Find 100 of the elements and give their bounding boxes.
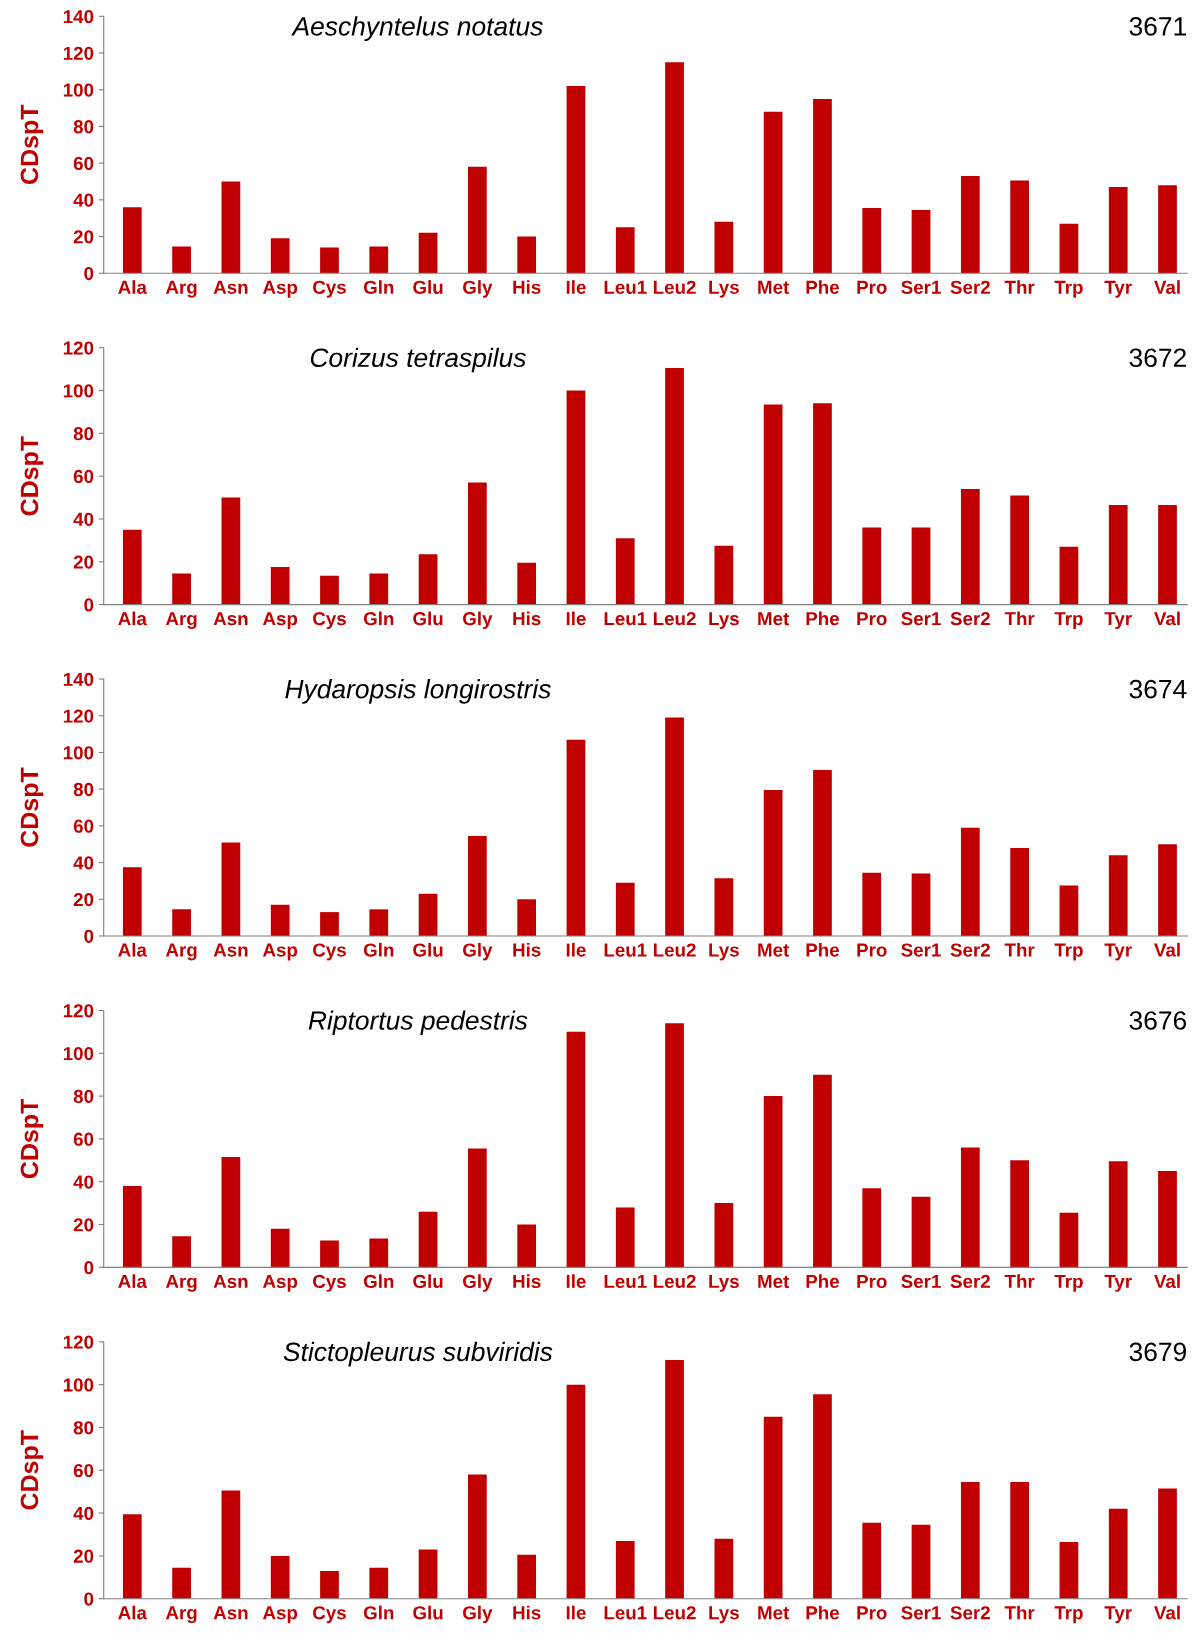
bar <box>615 227 635 274</box>
x-tick-label: Leu2 <box>653 280 696 294</box>
x-tick-label: Tyr <box>1104 1606 1132 1624</box>
chart-title: Hydaropsis longirostris <box>285 679 551 704</box>
bar <box>172 573 191 605</box>
x-tick-label: Lys <box>709 943 739 961</box>
bar <box>122 1185 142 1268</box>
bar <box>763 1416 783 1599</box>
x-tick-label: Arg <box>165 1274 197 1292</box>
bar <box>468 482 487 605</box>
y-tick-label: 100 <box>63 1378 94 1392</box>
x-tick-label: Glu <box>413 1274 443 1289</box>
bar <box>911 527 931 605</box>
x-tick-label: Asn <box>213 1274 248 1289</box>
bar <box>221 1157 241 1268</box>
x-tick-label: Gln <box>363 280 394 294</box>
x-tick-label: Arg <box>165 1606 197 1624</box>
y-tick-label: 80 <box>73 427 94 441</box>
bar <box>911 1196 931 1268</box>
y-tick-label: 0 <box>84 1592 94 1606</box>
bar <box>615 1207 635 1268</box>
bar <box>862 872 882 936</box>
bar <box>665 1023 684 1268</box>
x-tick-label: Tyr <box>1104 943 1132 961</box>
x-tick-label: Leu2 <box>653 612 696 626</box>
bar <box>960 175 980 274</box>
x-tick-label: Ala <box>118 1274 147 1289</box>
x-tick-label: Met <box>758 1274 790 1289</box>
bar <box>763 404 783 605</box>
bar <box>960 1482 980 1599</box>
y-tick-label: 120 <box>63 341 94 355</box>
x-tick-label: Tyr <box>1104 612 1132 630</box>
x-tick-label: Pro <box>857 612 887 626</box>
y-axis-title: CDspT <box>20 436 44 516</box>
x-tick-label: Asn <box>213 280 248 294</box>
bar <box>714 1538 734 1599</box>
x-tick-label: Pro <box>857 1606 887 1620</box>
y-tick-label: 100 <box>63 384 94 398</box>
x-tick-label: Leu1 <box>604 1274 647 1289</box>
bar <box>1059 1212 1079 1268</box>
bar <box>714 878 734 936</box>
bar <box>1158 505 1177 605</box>
x-tick-label: Ser1 <box>901 280 941 294</box>
x-tick-label: Trp <box>1054 1606 1083 1624</box>
y-tick-label: 60 <box>73 1463 94 1478</box>
bar <box>1108 186 1128 274</box>
x-tick-label: Ser2 <box>950 943 990 957</box>
bar <box>1108 1161 1128 1268</box>
bar <box>665 1360 684 1599</box>
x-tick-label: Cys <box>313 1606 346 1624</box>
x-tick-label: Leu2 <box>653 943 696 957</box>
x-tick-label: Ala <box>118 611 147 626</box>
bar <box>468 166 487 274</box>
bar <box>862 527 882 605</box>
bar <box>320 575 339 605</box>
x-tick-label: Trp <box>1054 612 1083 630</box>
x-tick-label: Pro <box>857 1274 887 1289</box>
bar <box>369 246 389 274</box>
bar <box>960 488 980 605</box>
bar <box>221 181 241 274</box>
y-tick-label: 60 <box>73 156 94 171</box>
chart-title: Stictopleurus subviridis <box>283 1341 553 1367</box>
y-tick-label: 120 <box>63 709 94 723</box>
y-tick-label: 40 <box>73 856 94 870</box>
y-tick-label: 20 <box>73 230 94 244</box>
x-tick-label: Cys <box>313 612 346 630</box>
bar <box>221 842 241 936</box>
x-tick-label: Thr <box>1004 611 1035 626</box>
y-axis-title: CDspT <box>20 767 44 847</box>
x-tick-label: Ser1 <box>901 1606 941 1620</box>
y-tick-label: 120 <box>63 1004 94 1018</box>
x-tick-label: Ser2 <box>950 1606 990 1620</box>
x-tick-label: Lys <box>709 280 739 298</box>
y-tick-label: 80 <box>73 120 94 134</box>
y-tick-label: 40 <box>73 1175 94 1189</box>
bar <box>1010 847 1029 936</box>
bar <box>813 98 832 274</box>
x-tick-label: Leu2 <box>653 1606 696 1620</box>
x-tick-label: Cys <box>313 943 346 961</box>
bar <box>122 867 142 936</box>
x-tick-label: Ser1 <box>901 612 941 626</box>
y-tick-label: 20 <box>73 892 94 907</box>
bar <box>468 835 487 936</box>
bar <box>320 1240 339 1268</box>
bar <box>615 1540 635 1599</box>
bar <box>665 62 684 274</box>
bar <box>813 1074 832 1268</box>
x-tick-label: Ile <box>566 1274 586 1289</box>
bar <box>813 403 832 605</box>
x-tick-label: Trp <box>1054 1274 1083 1292</box>
y-tick-label: 0 <box>84 266 94 281</box>
bar <box>270 1555 290 1599</box>
x-tick-label: Glu <box>413 942 443 957</box>
y-axis-title: CDspT <box>20 1430 44 1510</box>
y-tick-label: 120 <box>63 1335 94 1349</box>
x-tick-label: Met <box>758 1606 790 1620</box>
bar <box>1010 1160 1029 1268</box>
bar <box>172 1567 191 1599</box>
x-tick-label: Gln <box>363 1605 394 1620</box>
bar <box>1059 885 1079 936</box>
